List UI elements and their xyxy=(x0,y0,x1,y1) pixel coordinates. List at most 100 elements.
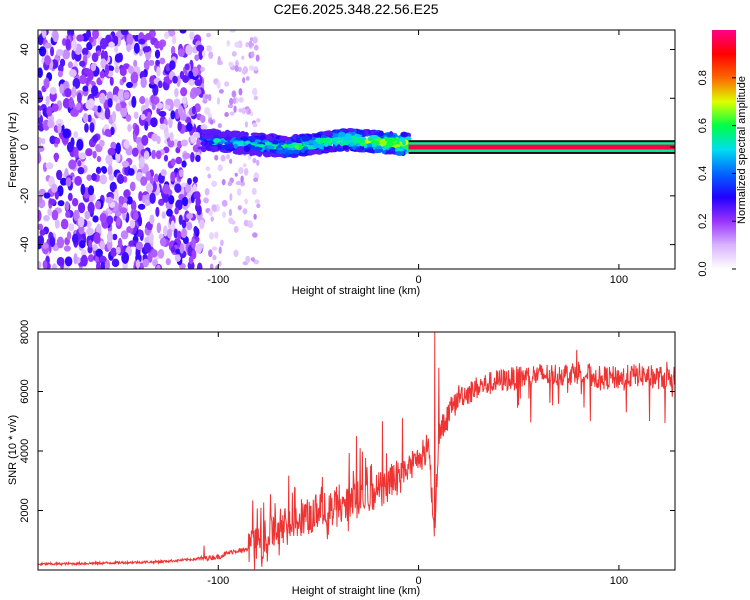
snr-panel: -100 0 100 2000 4000 6000 8000 Height of strai… xyxy=(7,320,676,597)
spectrogram-cell xyxy=(121,160,130,168)
spectrogram-cell xyxy=(162,191,170,203)
spectrogram-cell xyxy=(210,119,214,125)
spectrogram-cell xyxy=(172,75,178,84)
spectrogram-cell xyxy=(254,139,262,143)
spectrogram-cell xyxy=(227,104,234,109)
spectrogram-cell xyxy=(356,139,365,144)
spectrogram-cell xyxy=(45,95,50,106)
spectrogram-cell xyxy=(67,192,73,202)
spectrogram-cell xyxy=(218,132,228,138)
figure-title: C2E6.2025.348.22.56.E25 xyxy=(273,1,438,17)
spectrogram-cell xyxy=(173,99,181,108)
spectrogram-cell xyxy=(175,156,183,165)
spectrogram-cell xyxy=(144,199,150,207)
spectrogram-cell xyxy=(99,112,107,121)
spectrogram-cell xyxy=(216,97,221,105)
spectrogram-cell xyxy=(116,216,121,227)
spectrogram-cell xyxy=(252,257,256,262)
spectrogram-cell xyxy=(140,176,148,186)
spectrogram-cell xyxy=(137,203,146,210)
spectrogram-cell xyxy=(170,158,176,166)
spectrogram-cell xyxy=(201,130,209,134)
spectrogram-cell xyxy=(129,219,136,229)
spectrogram-cell xyxy=(133,111,139,119)
spectrogram-cell xyxy=(91,244,98,251)
spectrogram-cell xyxy=(105,196,113,204)
spectrogram-cell xyxy=(92,150,97,159)
spectrogram-cell xyxy=(214,231,219,239)
spectrogram-cell xyxy=(38,194,43,204)
spectrogram-cell xyxy=(108,174,115,181)
spectrogram-cell xyxy=(215,203,220,212)
spectrogram-cell xyxy=(55,118,64,128)
spectrogram-cell xyxy=(77,167,85,175)
spectrogram-cell xyxy=(47,119,55,129)
spectrogram-cell xyxy=(169,131,174,142)
spectrogram-cell xyxy=(229,193,233,201)
spectrogram-cell xyxy=(115,151,121,163)
spectrogram-cell xyxy=(138,156,145,168)
spectrogram-cell xyxy=(44,42,52,49)
spectrogram-cell xyxy=(244,168,249,176)
spectrogram-cell xyxy=(129,181,136,192)
spectrogram-cell xyxy=(138,48,143,57)
spectrogram-cell xyxy=(138,38,146,45)
spectrogram-cell xyxy=(111,110,117,123)
spectrogram-cell xyxy=(99,38,108,50)
spectrogram-cell xyxy=(206,45,212,52)
spectrogram-cell xyxy=(43,214,50,222)
spectrogram-cell xyxy=(126,33,134,46)
spectrogram-cell xyxy=(193,226,198,234)
spectrogram-cell xyxy=(255,54,260,62)
spectrogram-cell xyxy=(251,132,261,137)
spectrogram-cell xyxy=(165,258,171,266)
spectrogram-cell xyxy=(109,76,114,86)
spectrogram-cell xyxy=(159,57,166,65)
spectrogram-cell xyxy=(56,169,63,180)
spectrogram-cell xyxy=(92,215,99,223)
spectrogram-cell xyxy=(179,70,185,80)
spectrogram-cell xyxy=(222,145,232,150)
spectrogram-cell xyxy=(217,123,222,129)
spectrogram-cell xyxy=(91,52,99,63)
spectrogram-cell xyxy=(253,95,259,101)
spectrogram-cell xyxy=(204,107,211,115)
spectrogram-cell xyxy=(130,200,137,212)
spectrogram-xtick-label: 100 xyxy=(610,274,628,286)
spectrogram-cell xyxy=(194,79,202,87)
spectrogram-cell xyxy=(208,210,213,217)
spectrogram-cell xyxy=(272,139,279,145)
spectrogram-cell xyxy=(155,150,162,160)
spectrogram-cell xyxy=(104,128,111,137)
spectrogram-cell xyxy=(208,51,214,60)
spectrogram-cell xyxy=(67,61,74,69)
spectrogram-cell xyxy=(123,139,130,149)
spectrogram-cell xyxy=(217,164,223,172)
spectrogram-cell xyxy=(210,216,214,222)
spectrogram-cell xyxy=(174,88,179,98)
spectrogram-cell xyxy=(176,230,182,240)
spectrogram-cell xyxy=(185,44,193,56)
spectrogram-cell xyxy=(317,140,323,145)
spectrogram-cell xyxy=(215,265,219,269)
spectrogram-cell xyxy=(253,44,259,51)
spectrogram-cell xyxy=(71,233,79,244)
spectrogram-cell xyxy=(57,70,63,78)
spectrogram-xtick-label: 0 xyxy=(416,274,422,286)
spectrogram-cell xyxy=(153,173,159,184)
spectrogram-cell xyxy=(108,41,115,48)
spectrogram-cell xyxy=(240,136,249,141)
spectrogram-cell xyxy=(105,154,113,165)
spectrogram-cell xyxy=(106,215,114,225)
spectrogram-cell xyxy=(38,209,42,222)
snr-ytick-label: 8000 xyxy=(19,320,31,344)
spectrogram-cell xyxy=(328,147,335,153)
spectrogram-cell xyxy=(190,151,195,163)
spectrogram-cell xyxy=(51,183,58,193)
spectrogram-cell xyxy=(241,107,246,115)
spectrogram-cell xyxy=(162,183,171,195)
spectrogram-cell xyxy=(181,96,187,105)
spectrogram-cell xyxy=(47,208,52,216)
spectrogram-cell xyxy=(62,49,71,60)
